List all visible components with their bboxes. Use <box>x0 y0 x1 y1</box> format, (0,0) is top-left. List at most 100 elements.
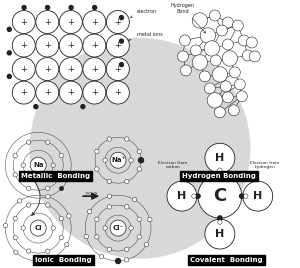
Text: >>>: >>> <box>84 191 98 196</box>
Circle shape <box>95 235 99 239</box>
Circle shape <box>110 152 126 168</box>
Circle shape <box>243 181 273 211</box>
Circle shape <box>95 217 99 221</box>
Circle shape <box>192 55 208 70</box>
Circle shape <box>205 219 235 249</box>
Circle shape <box>116 259 121 263</box>
Text: +: + <box>114 41 121 50</box>
Circle shape <box>222 51 238 66</box>
Circle shape <box>95 167 99 171</box>
Circle shape <box>204 41 220 56</box>
Circle shape <box>132 197 137 202</box>
Circle shape <box>83 58 106 81</box>
Circle shape <box>7 27 11 31</box>
Text: Electron from
carbon: Electron from carbon <box>158 161 196 193</box>
Text: +: + <box>44 88 51 97</box>
Circle shape <box>36 58 59 81</box>
Text: +: + <box>68 88 74 97</box>
Circle shape <box>137 235 142 239</box>
Circle shape <box>222 17 233 28</box>
Circle shape <box>246 37 257 48</box>
Circle shape <box>59 154 64 158</box>
Circle shape <box>210 55 221 66</box>
Circle shape <box>83 10 106 34</box>
Circle shape <box>46 186 50 191</box>
Text: +: + <box>44 17 51 27</box>
Circle shape <box>129 158 133 162</box>
Text: Na⁺: Na⁺ <box>111 157 125 163</box>
Circle shape <box>124 258 129 262</box>
Circle shape <box>249 51 260 62</box>
Circle shape <box>69 6 73 10</box>
Circle shape <box>26 186 31 191</box>
Circle shape <box>59 235 64 240</box>
Circle shape <box>220 81 231 92</box>
Text: Hydrogen Bonding: Hydrogen Bonding <box>182 173 256 179</box>
Circle shape <box>59 173 64 177</box>
Circle shape <box>103 158 107 162</box>
Text: H: H <box>177 191 187 201</box>
Text: metal ions: metal ions <box>128 32 163 41</box>
Circle shape <box>93 6 97 10</box>
Circle shape <box>200 28 216 43</box>
Circle shape <box>59 10 82 34</box>
Circle shape <box>110 220 126 236</box>
Circle shape <box>22 6 26 10</box>
Circle shape <box>107 137 112 141</box>
Circle shape <box>218 220 222 224</box>
Text: H: H <box>215 153 224 163</box>
Circle shape <box>83 81 106 104</box>
Circle shape <box>30 157 46 173</box>
Circle shape <box>51 163 56 168</box>
Text: Ionic  Bonding: Ionic Bonding <box>35 257 92 263</box>
Text: +: + <box>20 17 27 27</box>
Circle shape <box>218 216 222 220</box>
Text: +: + <box>44 65 51 74</box>
Circle shape <box>196 194 200 198</box>
Circle shape <box>137 217 142 221</box>
Circle shape <box>36 10 59 34</box>
Circle shape <box>106 34 129 57</box>
Circle shape <box>26 140 31 144</box>
Circle shape <box>106 10 129 34</box>
Circle shape <box>46 6 50 10</box>
Circle shape <box>107 247 112 251</box>
Text: H: H <box>253 191 262 201</box>
Circle shape <box>222 92 233 103</box>
Circle shape <box>12 34 35 57</box>
Circle shape <box>218 168 222 172</box>
Text: Cl⁻: Cl⁻ <box>112 225 124 231</box>
Circle shape <box>198 174 242 218</box>
Circle shape <box>103 226 107 230</box>
Circle shape <box>13 154 17 158</box>
Text: Hydrogen
Bond: Hydrogen Bond <box>171 3 206 33</box>
Circle shape <box>222 39 233 50</box>
Circle shape <box>59 58 82 81</box>
Circle shape <box>216 25 227 36</box>
Circle shape <box>46 194 50 199</box>
Circle shape <box>148 217 152 222</box>
Circle shape <box>36 81 59 104</box>
Circle shape <box>119 63 123 67</box>
Text: Metallic  Bonding: Metallic Bonding <box>21 173 90 179</box>
FancyArrowPatch shape <box>31 177 40 215</box>
Circle shape <box>205 143 235 173</box>
Circle shape <box>7 75 11 79</box>
Circle shape <box>30 39 250 258</box>
Text: +: + <box>20 41 27 50</box>
Text: +: + <box>91 17 98 27</box>
Circle shape <box>26 203 31 207</box>
Circle shape <box>139 158 143 163</box>
Circle shape <box>83 34 106 57</box>
Circle shape <box>229 67 240 78</box>
Circle shape <box>234 79 245 90</box>
Circle shape <box>13 216 17 221</box>
Circle shape <box>107 179 112 184</box>
Circle shape <box>64 242 69 247</box>
Circle shape <box>212 67 227 82</box>
Text: +: + <box>114 65 121 74</box>
Circle shape <box>236 91 247 102</box>
Circle shape <box>167 181 197 211</box>
Circle shape <box>95 149 99 154</box>
Circle shape <box>36 34 59 57</box>
